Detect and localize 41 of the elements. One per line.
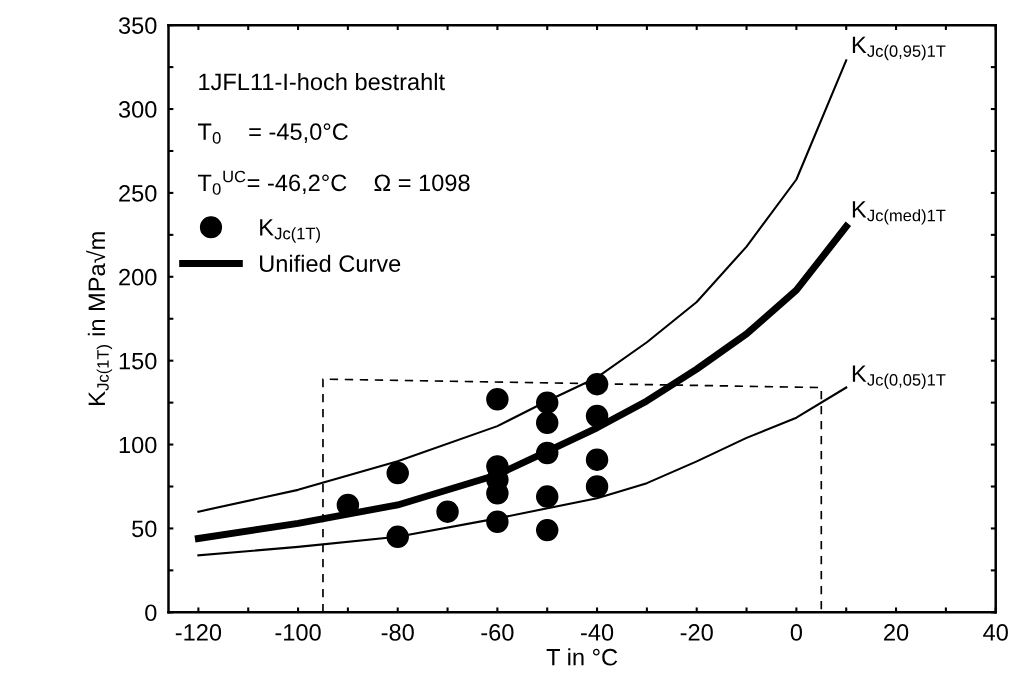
annotation: K$_{Jc(med)1T}$ (852, 201, 946, 225)
x-tick-label: -60 (481, 624, 514, 641)
y-axis-title: K$_{Jc(1T)}$ in MPa√m (86, 232, 113, 405)
point (585, 404, 609, 428)
point (386, 461, 409, 485)
point (535, 411, 559, 434)
annotation: K$_{Jc(0,95)1T}$ (852, 36, 946, 61)
legend-label: K$_{Jc(1T)}$ (260, 219, 320, 243)
point (585, 372, 609, 396)
text: T$_{0}$ = -45,0°C (197, 123, 348, 144)
x-tick-label: 20 (884, 624, 909, 641)
point (585, 475, 609, 498)
x-tick-label: 0 (790, 624, 803, 641)
x-axis-title: T in °C (546, 648, 618, 666)
point (535, 441, 559, 465)
y-tick-label: 0 (145, 604, 157, 622)
point (486, 388, 509, 411)
y-tick-label: 250 (119, 184, 157, 202)
legend-label: Unified Curve (260, 254, 401, 272)
y-tick-label: 200 (119, 268, 157, 286)
point (535, 391, 559, 414)
annotation: K$_{Jc(0,05)1T}$ (852, 365, 946, 389)
point (535, 518, 559, 542)
x-tick-label: -40 (581, 624, 614, 641)
point (486, 510, 509, 533)
x-tick-label: -120 (175, 624, 222, 641)
y-tick-label: 100 (119, 436, 157, 454)
point (436, 500, 459, 523)
x-tick-label: -100 (275, 624, 321, 641)
y-tick-label: 300 (118, 101, 157, 118)
point (535, 485, 559, 508)
y-tick-label: 50 (132, 520, 157, 538)
y-tick-label: 350 (118, 17, 157, 34)
point (585, 448, 609, 471)
x-tick-label: 40 (983, 624, 1008, 641)
annotation: 1JFL11-I-hoch bestrahlt (199, 72, 445, 91)
annotation: T$_{0}$$^{UC}$= -46,2°C Ω = 1098 (197, 170, 470, 195)
x-tick-label: -80 (381, 624, 414, 641)
y-tick-label: 150 (119, 352, 157, 370)
point (386, 525, 409, 549)
x-tick-label: -20 (680, 624, 713, 641)
